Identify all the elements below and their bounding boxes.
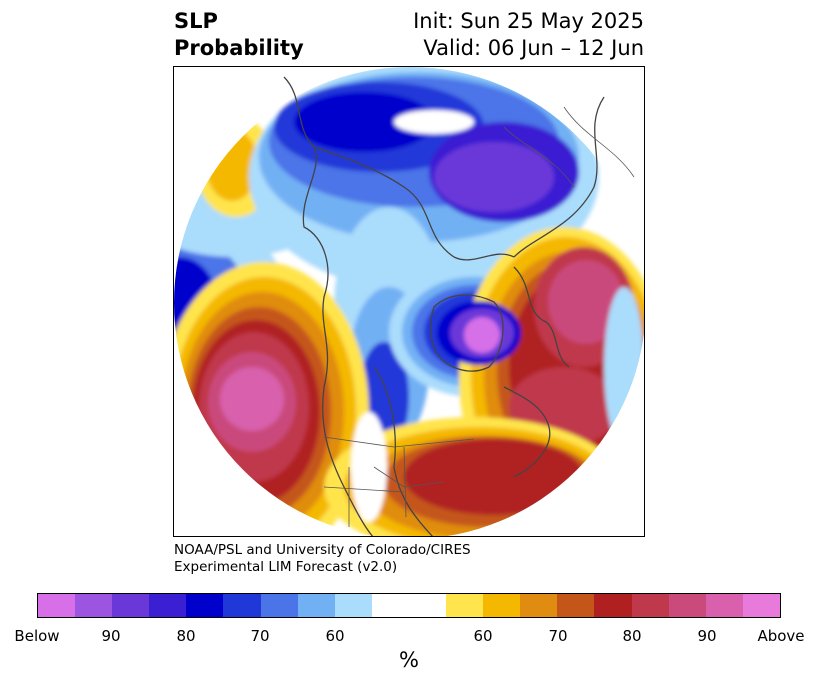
coastlines	[283, 76, 605, 536]
colorbar-segment	[38, 594, 76, 617]
colorbar-segment	[408, 594, 447, 617]
colorbar-tick-above: Above	[757, 627, 805, 645]
colorbar-tick-above-80: 80	[622, 627, 642, 645]
map-panel	[173, 66, 645, 537]
colorbar-segment	[186, 594, 224, 617]
colorbar-tick-below: Below	[14, 627, 60, 645]
colorbar-segment	[371, 594, 409, 617]
colorbar-tick-below-90: 90	[101, 627, 121, 645]
map-credit: NOAA/PSL and University of Colorado/CIRE…	[174, 542, 471, 576]
forecast-dates: Init: Sun 25 May 2025 Valid: 06 Jun – 12…	[413, 8, 644, 62]
colorbar-segment	[260, 594, 298, 617]
credit-line-1: NOAA/PSL and University of Colorado/CIRE…	[174, 542, 471, 558]
colorbar-tick-above-70: 70	[548, 627, 568, 645]
colorbar-segment	[297, 594, 335, 617]
init-date-label: Init: Sun 25 May 2025	[413, 9, 644, 33]
country-borders	[323, 106, 635, 527]
colorbar-segment	[149, 594, 187, 617]
title-line-2: Probability	[174, 36, 304, 60]
probability-shading	[174, 67, 644, 536]
colorbar-segment	[112, 594, 150, 617]
colorbar-segment	[483, 594, 521, 617]
title-line-1: SLP	[174, 9, 218, 33]
colorbar-segment	[223, 594, 261, 617]
map-title: SLP Probability	[174, 8, 304, 62]
valid-date-label: Valid: 06 Jun – 12 Jun	[423, 36, 644, 60]
colorbar-tick-above-90: 90	[697, 627, 717, 645]
colorbar-segment	[668, 594, 706, 617]
colorbar	[37, 593, 781, 618]
colorbar-tick-below-80: 80	[176, 627, 196, 645]
colorbar-segment	[446, 594, 484, 617]
colorbar-segment	[75, 594, 113, 617]
colorbar-segment	[334, 594, 372, 617]
colorbar-tick-above-60: 60	[473, 627, 493, 645]
colorbar-tick-below-70: 70	[250, 627, 270, 645]
colorbar-segment	[520, 594, 558, 617]
colorbar-segment	[705, 594, 743, 617]
colorbar-segment	[594, 594, 632, 617]
colorbar-segment	[742, 594, 780, 617]
colorbar-tick-below-60: 60	[325, 627, 345, 645]
colorbar-segment	[631, 594, 669, 617]
colorbar-unit-label: %	[399, 648, 419, 672]
probability-map	[174, 67, 644, 536]
colorbar-segment	[557, 594, 595, 617]
credit-line-2: Experimental LIM Forecast (v2.0)	[174, 559, 398, 575]
